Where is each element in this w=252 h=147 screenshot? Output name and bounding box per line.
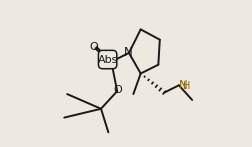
Text: H: H xyxy=(183,81,191,91)
Text: N: N xyxy=(124,46,133,59)
Text: N: N xyxy=(179,79,188,92)
Text: Abs: Abs xyxy=(98,55,118,65)
Text: O: O xyxy=(89,42,98,52)
FancyBboxPatch shape xyxy=(99,50,117,69)
Text: O: O xyxy=(114,85,122,95)
